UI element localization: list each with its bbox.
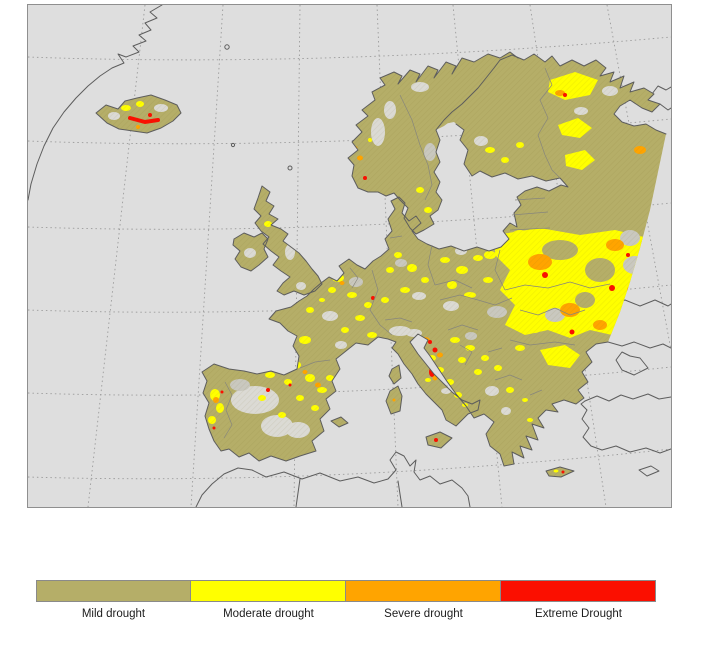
no-data-coastlines [28, 5, 671, 507]
black-sea-north-coast [607, 341, 671, 349]
drought-legend-labels: Mild drought Moderate drought Severe dro… [36, 608, 656, 620]
north-africa-coast [237, 451, 471, 507]
legend-swatch-mild [36, 580, 191, 602]
map-frame [27, 4, 672, 508]
legend-swatch-extreme [501, 580, 656, 602]
cyprus-coast [638, 465, 660, 477]
morocco-coast [195, 467, 239, 507]
legend-label-mild: Mild drought [81, 608, 146, 620]
africa-borders [295, 478, 403, 507]
turkey-north-coast [584, 393, 671, 402]
greenland-coast [28, 5, 163, 201]
coastlines [95, 51, 667, 478]
crimea-coast [615, 351, 649, 376]
legend-label-moderate: Moderate drought [223, 608, 314, 620]
europe-drought-map [28, 5, 671, 507]
country-borders [223, 67, 611, 439]
legend-label-severe: Severe drought [384, 608, 463, 620]
turkey-west-south-coast [580, 400, 671, 454]
legend-swatch-severe [346, 580, 501, 602]
northeast-coast-fragment [651, 85, 671, 111]
drought-legend [36, 580, 656, 602]
legend-swatch-moderate [191, 580, 346, 602]
legend-label-extreme: Extreme Drought [535, 608, 622, 620]
